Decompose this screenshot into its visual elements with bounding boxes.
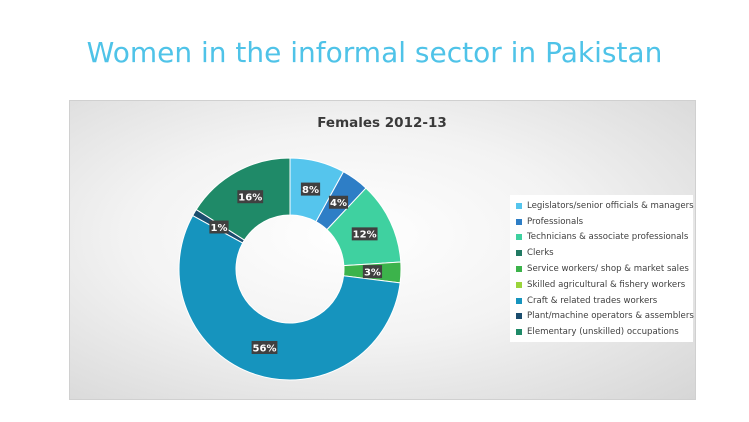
legend: Legislators/senior officials & managers P…: [510, 195, 694, 343]
data-label-technicians-associate-professionals: 12%: [351, 227, 378, 241]
donut-chart: Females 2012-13 8% 4% 12% 3% 56% 1% 16%: [178, 115, 447, 381]
legend-label: Clerks: [527, 248, 554, 259]
legend-label: Craft & related trades workers: [527, 295, 658, 306]
legend-swatch: [516, 297, 522, 304]
legend-item: Legislators/senior officials & managers: [516, 198, 694, 214]
legend-item: Plant/machine operators & assemblers: [516, 309, 694, 325]
data-label-box: [237, 190, 264, 204]
legend-swatch: [516, 202, 522, 209]
data-label-plant-machine-operators-assemblers: 1%: [209, 220, 229, 234]
legend-label: Service workers/ shop & market sales: [527, 264, 689, 275]
slice-craft-related-trades-workers: [178, 214, 401, 381]
data-label-text: 16%: [238, 193, 262, 204]
slide-title: Women in the informal sector in Pakistan: [86, 36, 663, 69]
data-label-professionals: 4%: [328, 195, 349, 209]
data-label-legislators-senior-officials-managers: 8%: [300, 182, 321, 196]
legend-swatch: [516, 281, 522, 288]
chart-area: Females 2012-13 8% 4% 12% 3% 56% 1% 16% Legisl…: [69, 100, 696, 400]
data-label-box: [209, 220, 229, 234]
legend-swatch: [516, 313, 522, 320]
legend-item: Service workers/ shop & market sales: [516, 261, 689, 277]
data-label-text: 3%: [364, 267, 381, 278]
data-label-service-workers-shop-market-sales: 3%: [362, 265, 383, 279]
legend-label: Plant/machine operators & assemblers: [527, 311, 694, 322]
legend-swatch: [516, 329, 522, 336]
legend-item: Clerks: [516, 245, 689, 261]
data-label-box: [300, 182, 321, 196]
data-label-box: [328, 195, 349, 209]
legend-item: Elementary (unskilled) occupations: [516, 324, 689, 340]
legend-label: Legislators/senior officials & managers: [527, 200, 694, 211]
data-label-text: 1%: [210, 223, 227, 234]
legend-label: Technicians & associate professionals: [527, 232, 689, 243]
chart-title: Females 2012-13: [317, 115, 447, 131]
legend-label: Professionals: [527, 216, 584, 227]
data-label-craft-related-trades-workers: 56%: [251, 340, 278, 354]
legend-label: Elementary (unskilled) occupations: [527, 327, 679, 338]
data-label-box: [351, 227, 378, 241]
legend-label: Skilled agricultural & fishery workers: [527, 279, 686, 290]
data-label-text: 56%: [253, 343, 277, 354]
data-label-text: 8%: [302, 185, 319, 196]
data-label-box: [251, 340, 278, 354]
data-label-box: [362, 265, 383, 279]
legend-swatch: [516, 218, 522, 225]
data-label-text: 12%: [353, 230, 377, 241]
data-label-elementary-unskilled-occupations: 16%: [237, 190, 264, 204]
legend-item: Technicians & associate professionals: [516, 230, 689, 246]
legend-item: Skilled agricultural & fishery workers: [516, 277, 689, 293]
legend-item: Craft & related trades workers: [516, 293, 689, 309]
legend-swatch: [516, 266, 522, 273]
legend-item: Professionals: [516, 214, 689, 230]
data-labels: 8% 4% 12% 3% 56% 1% 16%: [209, 182, 383, 354]
data-label-text: 4%: [330, 198, 347, 209]
legend-swatch: [516, 250, 522, 257]
legend-swatch: [516, 234, 522, 241]
